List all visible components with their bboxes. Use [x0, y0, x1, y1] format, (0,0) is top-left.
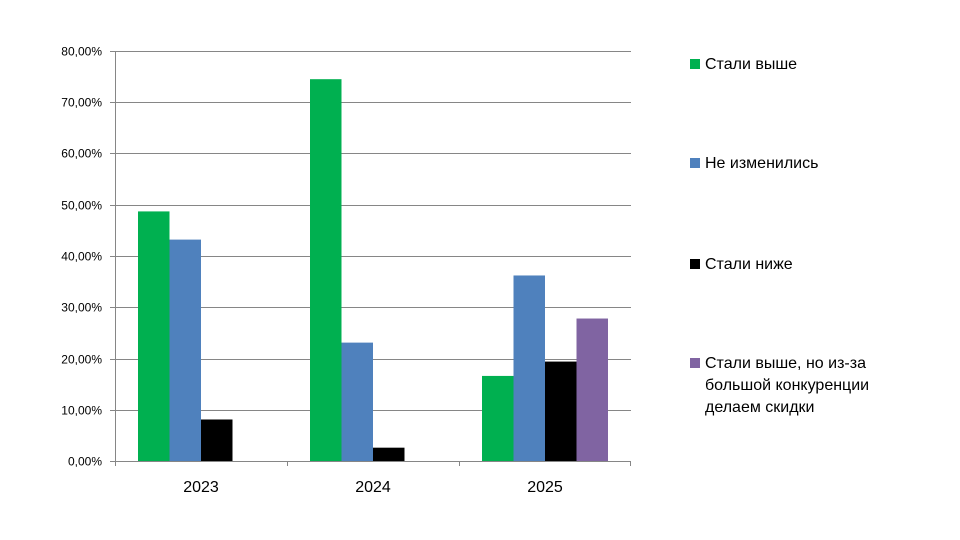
- bar: [169, 239, 201, 461]
- y-tick-label: 40,00%: [61, 250, 102, 264]
- legend-label: Стали ниже: [705, 256, 793, 273]
- bar: [482, 375, 514, 461]
- bar: [373, 447, 405, 461]
- legend-item-stali-vyshe: Стали выше: [690, 54, 950, 76]
- legend-item-skidki: Стали выше, но из-за большой конкуренции…: [690, 353, 950, 419]
- bar: [310, 79, 342, 461]
- x-tick-label: 2025: [527, 479, 563, 496]
- legend-swatch-purple: [690, 358, 700, 368]
- bar: [341, 342, 373, 461]
- bar-chart: 0,00% 10,00% 20,00% 30,00% 40,00% 50,00% 60,00…: [61, 45, 631, 496]
- bar: [513, 275, 545, 461]
- y-tick-label: 50,00%: [61, 199, 102, 213]
- bar: [576, 318, 608, 461]
- legend-label: Стали выше: [705, 56, 798, 73]
- x-tick-label: 2024: [355, 479, 391, 496]
- bar: [545, 361, 577, 461]
- legend-swatch-blue: [690, 158, 700, 168]
- legend-swatch-black: [690, 259, 700, 269]
- legend-item-ne-izmenilis: Не изменились: [690, 153, 950, 175]
- y-tick-label: 70,00%: [61, 96, 102, 110]
- y-tick-label: 20,00%: [61, 353, 102, 367]
- bar: [201, 419, 233, 461]
- y-tick-label: 10,00%: [61, 404, 102, 418]
- y-tick-label: 80,00%: [61, 45, 102, 59]
- legend-swatch-green: [690, 59, 700, 69]
- legend-label: Не изменились: [705, 155, 819, 172]
- y-tick-label: 30,00%: [61, 301, 102, 315]
- x-tick-label: 2023: [183, 479, 219, 496]
- y-tick-label: 0,00%: [68, 455, 102, 469]
- y-tick-label: 60,00%: [61, 147, 102, 161]
- bar: [138, 211, 170, 461]
- legend-label: Стали выше, но из-за большой конкуренции…: [705, 355, 870, 416]
- legend-item-stali-nizhe: Стали ниже: [690, 254, 950, 276]
